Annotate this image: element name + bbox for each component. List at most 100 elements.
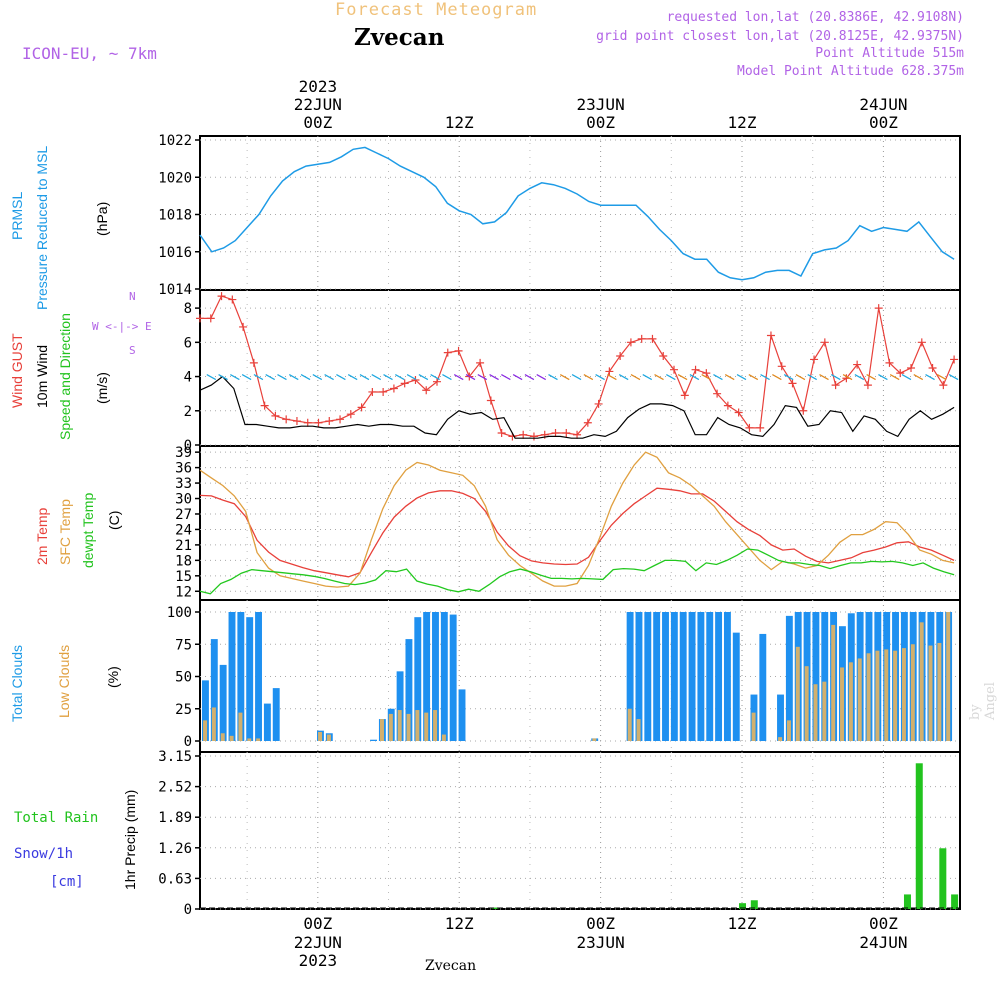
wind-gust-marker	[357, 403, 366, 412]
y-tick-label: 3.15	[158, 749, 192, 765]
wind-gust-marker	[411, 375, 420, 384]
y-tick-label: 50	[175, 670, 192, 686]
y-tick-label: 0	[184, 902, 192, 918]
bottom-year-label: 2023	[299, 951, 338, 970]
wind-direction-arrow	[206, 374, 217, 381]
wind-direction-arrow	[842, 374, 853, 381]
cloud-low-bar	[318, 731, 323, 741]
wind-gust-marker	[756, 423, 765, 432]
wind-direction-arrow	[736, 374, 747, 381]
cloud-low-bar	[415, 710, 420, 741]
wind-direction-arrow	[395, 374, 405, 381]
wind-gust-marker	[551, 429, 560, 438]
wind-gust-marker	[573, 430, 582, 439]
cloud-low-bar	[919, 622, 924, 741]
top-time-label: 00Z	[303, 113, 332, 132]
cloud-total-bar	[423, 612, 431, 741]
cloud-total-bar	[679, 612, 687, 741]
wind-gust-line	[200, 295, 955, 438]
temp-dewpt-line	[199, 548, 955, 595]
wind-direction-arrow	[324, 374, 334, 381]
precip-rain-label: Total Rain	[14, 810, 99, 826]
wind-direction-arrow	[477, 374, 488, 381]
y-tick-label: 1.89	[158, 810, 192, 826]
wind-gust-marker	[745, 423, 754, 432]
y-tick-label: 25	[175, 702, 192, 718]
wind-gust-marker	[249, 358, 258, 367]
wind-10m-line	[199, 375, 955, 439]
bottom-date-label: 23JUN	[577, 933, 625, 952]
bottom-time-label: 00Z	[869, 914, 898, 933]
y-tick-label: 1016	[158, 245, 192, 261]
cloud-low-bar	[813, 684, 818, 741]
cloud-total-bar	[653, 612, 661, 741]
cloud-low-bar	[822, 681, 827, 741]
cloud-low-bar	[211, 707, 216, 741]
cloud-low-bar	[256, 738, 261, 741]
cloud-low-bar	[380, 719, 384, 741]
wind-direction-arrow	[783, 374, 794, 381]
cloud-total-bar	[732, 632, 740, 741]
cloud-total-bar	[228, 612, 236, 741]
top-year-label: 2023	[299, 77, 338, 96]
cloud-low-bar	[406, 713, 411, 741]
point-altitude: Point Altitude 515m	[815, 46, 964, 61]
wind-direction-arrow	[937, 374, 947, 381]
wind-gust-marker	[519, 430, 528, 439]
wind-gust-marker	[486, 396, 495, 405]
wind-gust-marker	[260, 401, 269, 410]
wind-gust-marker	[389, 384, 398, 393]
bottom-time-label: 00Z	[586, 914, 615, 933]
wind-gust-marker	[766, 331, 775, 340]
cloud-total-bar	[715, 612, 723, 741]
wind-direction-arrow	[418, 374, 429, 381]
y-tick-label: 30	[175, 492, 192, 508]
bottom-date-label: 24JUN	[859, 933, 907, 952]
wind-gust-marker	[239, 322, 248, 331]
wind-gust-marker	[271, 411, 280, 420]
cloud-total-bar	[449, 614, 457, 741]
wind-gust-marker	[680, 391, 689, 400]
model-altitude: Model Point Altitude 628.375m	[737, 64, 964, 79]
cloud-total-bar	[821, 612, 829, 741]
wind-gust-marker	[648, 334, 657, 343]
wind-gust-marker	[594, 399, 603, 408]
y-tick-label: 27	[175, 507, 192, 523]
wind-direction-arrow	[666, 374, 676, 381]
wind-direction-arrow	[689, 374, 700, 381]
wind-gust-marker	[928, 364, 937, 372]
wind-gust-marker	[907, 364, 916, 372]
wind-gust-marker	[659, 352, 668, 361]
cloud-low-bar	[751, 712, 756, 741]
wind-gust-marker	[497, 429, 506, 438]
wind-gust-marker	[605, 367, 614, 376]
wind-direction-arrow	[501, 374, 511, 381]
requested-location: requested lon,lat (20.8386E, 42.9108N)	[666, 10, 964, 25]
wind-gust-marker	[336, 415, 345, 424]
cloud-total-bar	[263, 703, 271, 741]
cloud-low-bar	[857, 658, 862, 741]
wind-direction-arrow	[724, 374, 735, 381]
wind-direction-arrow	[583, 374, 594, 381]
cloud-total-bar	[414, 617, 422, 741]
wind-gust-marker	[626, 338, 635, 347]
panel-frame-4	[199, 751, 961, 910]
wind-direction-arrow	[618, 374, 629, 381]
wind-gust-marker	[810, 355, 819, 364]
precip-snow-unit: [cm]	[50, 874, 84, 890]
wind-gust-marker	[454, 346, 463, 355]
wind-direction-arrow	[701, 374, 711, 381]
cloud-low-bar	[901, 648, 906, 741]
cloud-low-bar	[203, 720, 208, 741]
wind-direction-arrow	[760, 374, 770, 381]
y-tick-label: 1022	[158, 133, 192, 149]
y-tick-label: 2	[184, 404, 192, 420]
y-tick-label: 1.26	[158, 841, 192, 857]
cloud-low-bar	[220, 733, 225, 741]
wind-gust-marker	[282, 415, 291, 424]
wind-direction-arrow	[830, 374, 841, 381]
wind-gust-marker	[303, 418, 312, 427]
cloud-total-bar	[812, 612, 820, 741]
wind-gust-marker	[476, 358, 485, 367]
y-tick-label: 4	[184, 370, 192, 386]
